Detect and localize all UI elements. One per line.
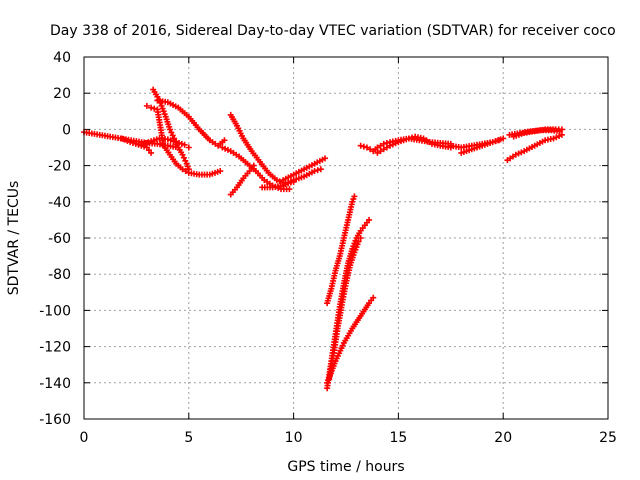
- data-point-marker: [492, 138, 499, 145]
- data-point-marker: [380, 146, 387, 153]
- series-s15: [324, 294, 377, 386]
- y-tick-label: 20: [53, 86, 71, 102]
- data-point-marker: [366, 216, 373, 223]
- series-s22: [506, 127, 563, 138]
- data-point-marker: [151, 105, 158, 112]
- y-axis-label: SDTVAR / TECUs: [6, 181, 22, 296]
- data-point-marker: [168, 129, 175, 136]
- data-point-marker: [374, 149, 381, 156]
- data-point-marker: [405, 135, 412, 142]
- data-point-marker: [250, 162, 257, 169]
- y-tick-label: -60: [48, 231, 71, 247]
- data-point-marker: [377, 142, 384, 149]
- y-tick-label: -20: [48, 159, 71, 175]
- series-s9: [227, 162, 257, 198]
- data-point-marker: [357, 235, 364, 241]
- series-s5: [143, 102, 224, 178]
- data-point-marker: [322, 155, 329, 162]
- data-point-marker: [148, 149, 155, 156]
- data-point-marker: [180, 154, 187, 161]
- plot-frame: [83, 56, 609, 420]
- data-point-marker: [383, 144, 390, 151]
- data-point-marker: [171, 135, 178, 142]
- data-point-marker: [185, 144, 192, 151]
- data-point-marker: [360, 143, 367, 150]
- series-s17: [374, 133, 454, 156]
- x-tick-label: 5: [184, 430, 193, 446]
- data-point-marker: [217, 168, 224, 175]
- x-tick-label: 0: [80, 430, 89, 446]
- series-s2: [118, 135, 155, 156]
- series-s10: [259, 166, 324, 191]
- series-s12: [324, 193, 358, 307]
- data-point-marker: [370, 294, 377, 301]
- series-s6: [154, 97, 228, 149]
- y-tick-label: -140: [39, 376, 71, 392]
- data-point-marker: [363, 144, 370, 151]
- y-tick-label: -120: [39, 340, 71, 356]
- x-tick-label: 20: [494, 430, 512, 446]
- data-point-marker: [169, 132, 176, 139]
- series-s14: [326, 235, 364, 383]
- x-tick-label: 25: [599, 430, 617, 446]
- data-point-marker: [314, 167, 321, 174]
- x-axis-label: GPS time / hours: [287, 459, 404, 475]
- data-point-marker: [357, 142, 364, 149]
- series-s4: [150, 86, 192, 173]
- x-tick-label: 15: [389, 430, 407, 446]
- data-point-marker: [367, 146, 374, 153]
- y-tick-label: -100: [39, 303, 71, 319]
- data-point-marker: [380, 140, 387, 147]
- data-point-marker: [489, 139, 496, 146]
- series-s11: [280, 155, 329, 184]
- data-point-marker: [286, 186, 293, 193]
- y-tick-label: -80: [48, 267, 71, 283]
- data-point-marker: [182, 168, 189, 175]
- data-point-marker: [556, 128, 563, 135]
- y-tick-label: -40: [48, 195, 71, 211]
- data-point-marker: [179, 151, 186, 158]
- data-point-marker: [173, 141, 180, 148]
- data-point-marker: [311, 168, 318, 175]
- data-point-marker: [496, 137, 503, 144]
- data-point-marker: [221, 137, 228, 144]
- data-point-marker: [351, 193, 358, 200]
- data-point-marker: [166, 126, 173, 133]
- series-s19: [458, 137, 503, 156]
- axis-ticks: 0 5 10 15 20 25 -160 -140 -120 -100 -80 -60 -40 -20 0 2…: [39, 50, 617, 446]
- data-point-marker: [377, 148, 384, 155]
- data-point-marker: [143, 102, 150, 109]
- y-tick-label: 40: [53, 50, 71, 66]
- chart-title: Day 338 of 2016, Sidereal Day-to-day VTE…: [50, 23, 616, 39]
- data-point-marker: [317, 166, 324, 173]
- data-point-marker: [182, 157, 189, 164]
- y-tick-label: 0: [62, 122, 71, 138]
- data-points: [81, 86, 565, 392]
- data-point-marker: [409, 134, 416, 141]
- data-point-marker: [172, 138, 179, 145]
- data-point-marker: [179, 166, 186, 173]
- x-tick-label: 10: [285, 430, 303, 446]
- data-point-marker: [374, 144, 381, 151]
- data-point-marker: [355, 238, 362, 245]
- data-point-marker: [500, 135, 507, 142]
- data-point-marker: [148, 104, 155, 111]
- y-tick-label: -160: [39, 412, 71, 428]
- data-point-marker: [558, 131, 565, 138]
- data-point-marker: [181, 141, 188, 148]
